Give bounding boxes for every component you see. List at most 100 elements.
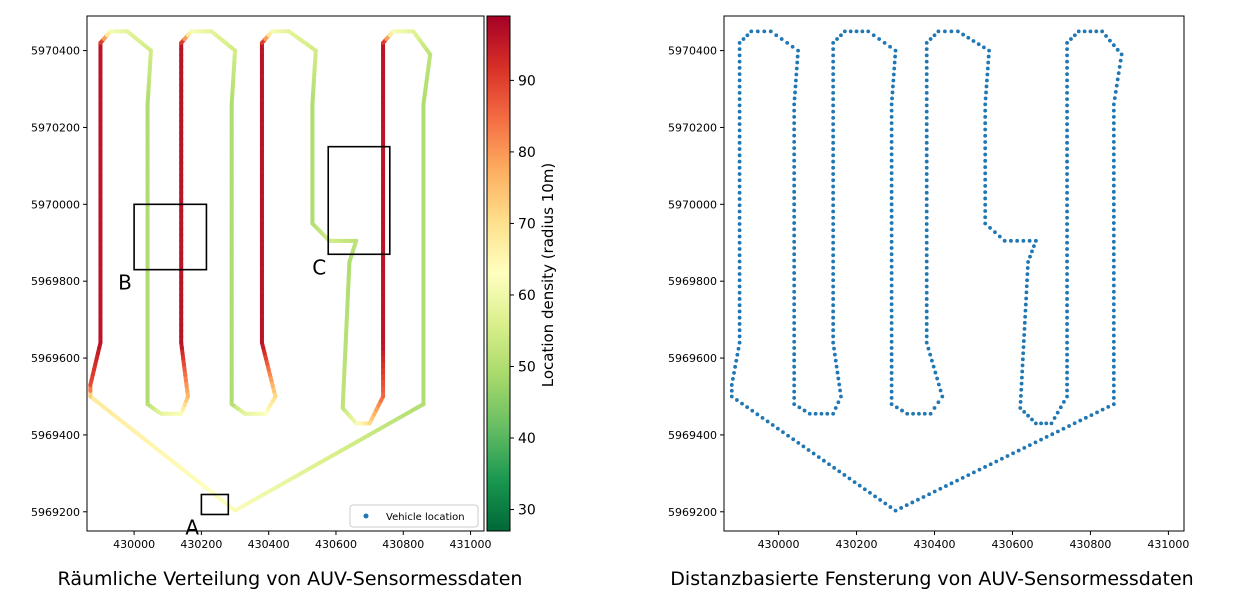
window-point [983,184,988,188]
window-point [792,358,797,363]
window-point [983,158,988,163]
window-point [792,283,797,288]
window-point [1111,158,1116,163]
window-point [1111,358,1116,363]
window-point [1111,43,1116,48]
window-point [792,139,797,144]
window-point [892,66,897,71]
window-point [1065,352,1069,357]
window-point [1111,352,1116,357]
window-point [983,171,988,176]
window-point [893,54,897,59]
window-point [794,78,798,83]
window-point [792,102,797,107]
density-y-tick-label: 5969400 [31,429,80,442]
window-point [1111,133,1116,138]
window-point [848,29,853,34]
window-point [765,419,770,424]
region-boxes: A B C [118,145,391,539]
window-point [1019,393,1023,398]
window-point [1025,272,1030,277]
window-point [831,190,836,195]
window-point [768,29,773,34]
density-caption: Räumliche Verteilung von AUV-Sensormessd… [58,568,523,590]
window-point [792,114,797,119]
window-point [1111,171,1116,175]
window-point [1065,184,1069,189]
window-point [1111,333,1116,338]
window-point [836,376,841,381]
window-point [792,314,797,319]
window-point [1065,222,1069,226]
window-point [983,209,988,213]
window-point [910,500,915,505]
window-point [1015,238,1020,243]
window-point [983,127,988,132]
window-point [889,214,894,219]
window-point [873,494,877,499]
window-point [749,29,754,34]
window-point [1052,416,1057,420]
window-point [1111,402,1116,407]
window-point [1065,128,1069,133]
window-point [837,469,842,474]
window-point [1100,29,1105,34]
window-point [904,503,909,508]
window-point [737,41,742,45]
window-point [1111,258,1116,263]
window-point [792,171,797,175]
windowing-y-tick-label: 5969200 [668,506,717,519]
window-point [940,394,945,399]
window-point [1065,115,1069,120]
region-label-c: C [312,255,326,279]
window-point [1100,407,1105,412]
window-point [1065,259,1069,264]
window-point [737,272,742,276]
colorbar-tick-label: 80 [518,145,536,161]
window-point [889,302,894,307]
window-point [1028,254,1032,259]
window-point [792,271,797,275]
window-point [1111,271,1116,275]
window-point [905,411,910,416]
window-point [792,289,797,294]
window-point [1011,451,1015,456]
windowing-y-tick-label: 5969800 [668,275,717,288]
window-point [1111,221,1116,225]
window-point [983,96,988,101]
window-point [932,33,937,38]
window-point [792,321,797,325]
window-point [832,352,837,357]
window-point [888,44,892,49]
window-point [889,239,894,244]
window-point [889,358,894,363]
window-point [792,402,797,407]
window-point [786,433,790,438]
window-point [987,48,991,53]
window-point [1024,296,1029,301]
window-point [1016,448,1021,453]
window-point [900,408,904,413]
window-point [1049,421,1054,426]
window-point [857,483,862,488]
window-point [928,352,933,357]
window-point [737,234,742,239]
window-point [836,400,841,405]
window-point [983,202,988,207]
window-point [732,370,736,375]
window-point [924,159,929,164]
window-point [1065,97,1069,102]
window-point [831,90,836,95]
window-point [1111,277,1116,282]
window-point [847,476,852,481]
window-point [1065,140,1069,145]
density-y-tick-label: 5970200 [31,121,80,134]
region-label-a: A [185,515,199,539]
window-point [1055,410,1060,415]
window-point [1115,47,1120,52]
windowing-x-tick-label: 430800 [1069,538,1111,551]
window-point [1032,244,1036,249]
window-point [831,278,836,283]
window-point [1111,252,1116,257]
window-point [1065,59,1069,64]
